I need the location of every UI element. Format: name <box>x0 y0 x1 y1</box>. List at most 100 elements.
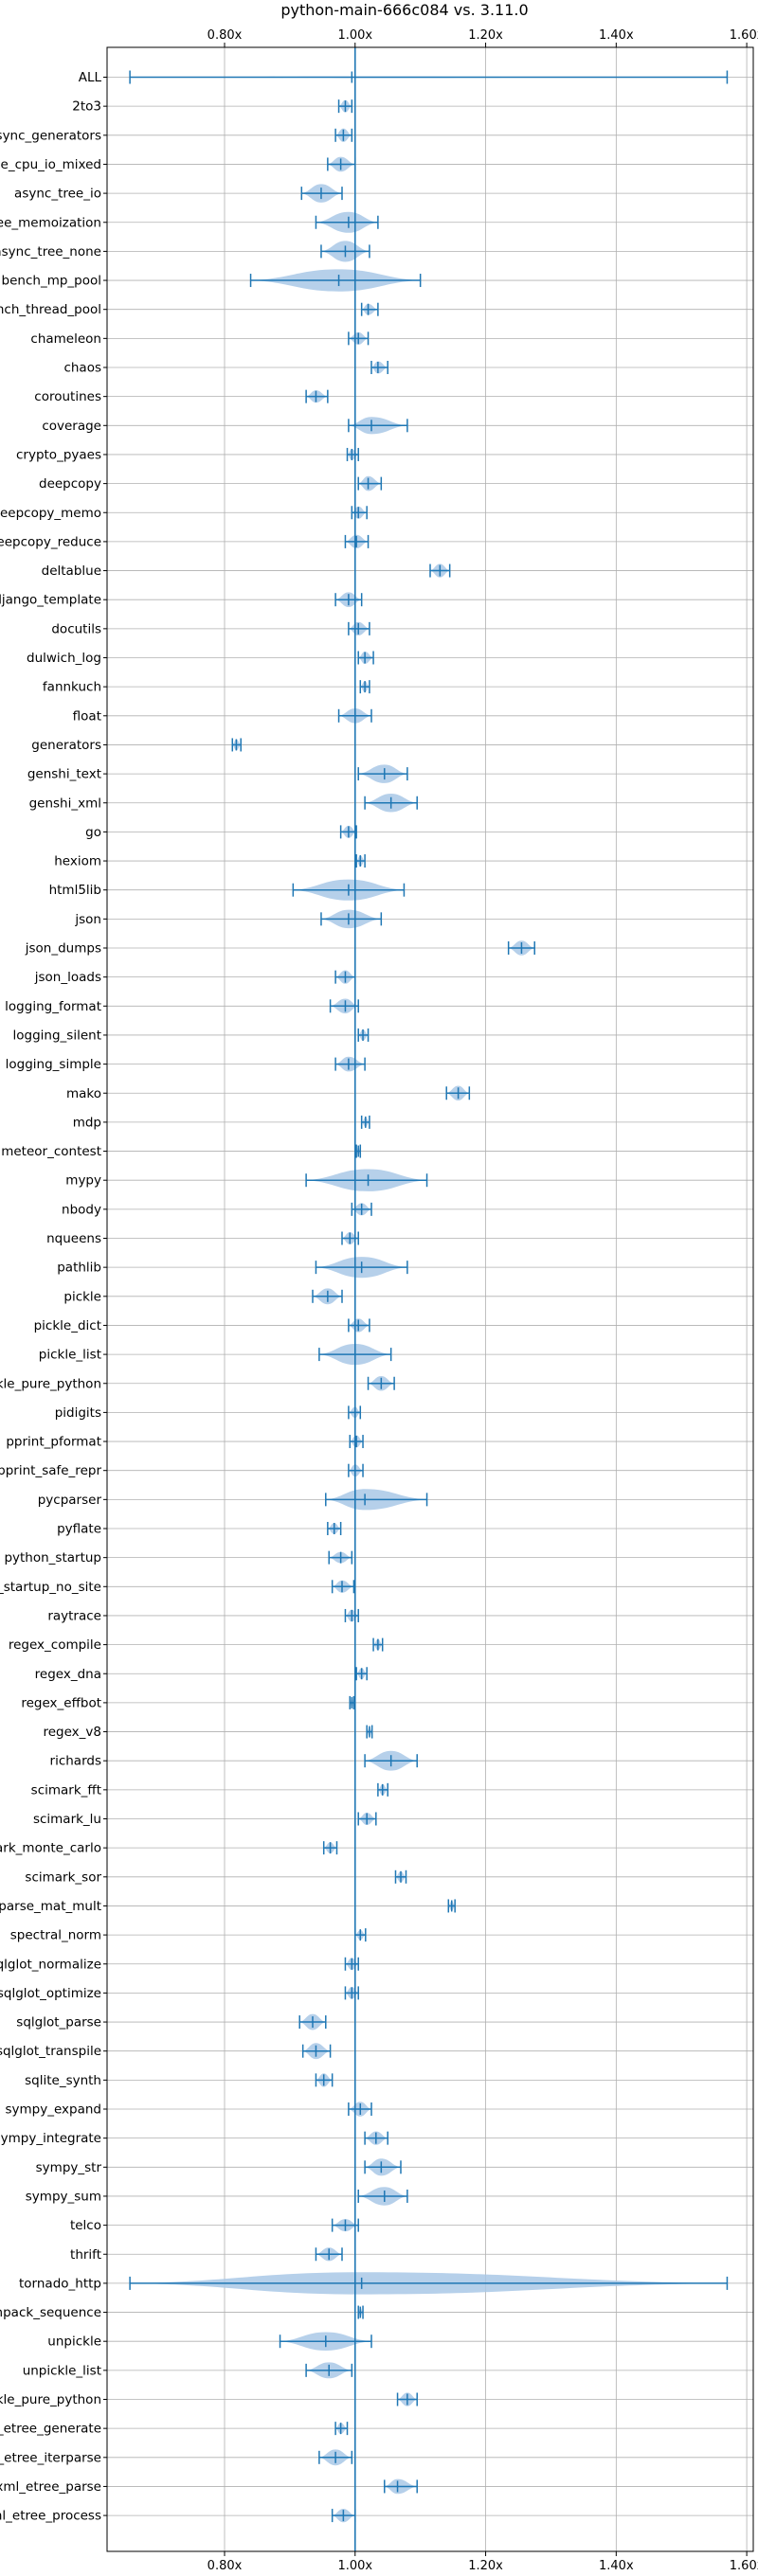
category-label-deepcopy: deepcopy <box>39 476 101 492</box>
violin-regex_dna <box>355 1667 368 1681</box>
violin-dulwich_log <box>357 651 374 665</box>
violin-sqlite_synth <box>315 2073 334 2087</box>
category-label-layer: ALL 2to3 async_generators async_tree_cpu_io… <box>0 70 101 2524</box>
category-label-chameleon: chameleon <box>30 331 101 347</box>
violin-unpack_sequence <box>357 2305 364 2319</box>
top-tick-label-1: 1.00x <box>337 28 372 43</box>
category-label-logging_silent: logging_silent <box>13 1028 101 1043</box>
category-label-float: float <box>73 708 101 724</box>
violin-ALL <box>129 70 729 84</box>
violin-scimark_fft <box>377 1782 388 1797</box>
category-label-json: json <box>74 912 101 927</box>
violin-regex_compile <box>372 1637 384 1652</box>
category-label-mako: mako <box>66 1086 101 1101</box>
violin-regex_effbot <box>349 1695 355 1709</box>
violin-deepcopy <box>357 475 383 492</box>
violin-richards <box>364 1750 418 1771</box>
category-label-mypy: mypy <box>65 1173 101 1189</box>
violin-xml_etree_parse <box>384 2478 418 2495</box>
category-label-pprint_pformat: pprint_pformat <box>6 1435 101 1450</box>
violin-xml_etree_process <box>331 2508 356 2523</box>
violin-pprint_pformat <box>349 1435 364 1449</box>
violin-spectral_norm <box>354 1928 367 1942</box>
violin-coverage <box>348 417 408 435</box>
category-label-richards: richards <box>50 1754 101 1769</box>
category-label-2to3: 2to3 <box>72 99 101 115</box>
violin-pickle_pure_python <box>367 1375 395 1391</box>
category-label-logging_simple: logging_simple <box>6 1057 101 1072</box>
category-label-fannkuch: fannkuch <box>43 680 101 695</box>
violin-logging_silent <box>357 1028 370 1042</box>
category-label-scimark_lu: scimark_lu <box>33 1812 101 1827</box>
violin-unpickle_pure_python <box>396 2392 418 2406</box>
violin-mypy <box>305 1169 428 1191</box>
violin-deepcopy_reduce <box>344 534 370 549</box>
violin-logging_simple <box>334 1056 366 1072</box>
violin-regex_v8 <box>366 1725 373 1739</box>
category-label-scimark_monte_carlo: scimark_monte_carlo <box>0 1841 101 1856</box>
category-label-django_template: django_template <box>0 593 101 608</box>
violin-xml_etree_generate <box>334 2422 349 2436</box>
violin-mako <box>445 1085 471 1101</box>
category-label-xml_etree_process: xml_etree_process <box>0 2509 101 2524</box>
category-label-hexiom: hexiom <box>54 854 101 869</box>
category-label-raytrace: raytrace <box>47 1608 101 1623</box>
axis-layer: 0.80x 0.80x 1.00x 1.00x 1.20x 1.20x 1.40x 1.40x… <box>103 28 758 2573</box>
category-label-meteor_contest: meteor_contest <box>1 1144 101 1159</box>
violin-raytrace <box>344 1608 359 1622</box>
category-label-pathlib: pathlib <box>57 1261 101 1276</box>
category-label-xml_etree_generate: xml_etree_generate <box>0 2422 101 2437</box>
category-label-pyflate: pyflate <box>57 1522 101 1537</box>
violin-sqlglot_transpile <box>301 2043 332 2060</box>
violin-sympy_expand <box>348 2102 372 2117</box>
violin-sympy_integrate <box>364 2131 388 2145</box>
category-label-async_generators: async_generators <box>0 128 101 143</box>
category-label-regex_compile: regex_compile <box>9 1637 101 1653</box>
violin-html5lib <box>292 879 406 901</box>
category-label-telco: telco <box>70 2218 101 2233</box>
category-label-pycparser: pycparser <box>38 1493 102 1508</box>
violin-scimark_monte_carlo <box>322 1841 338 1855</box>
violin-generators <box>231 738 242 752</box>
category-label-sympy_expand: sympy_expand <box>5 2102 101 2118</box>
violin-sympy_str <box>364 2158 402 2176</box>
category-label-docutils: docutils <box>51 621 101 636</box>
violin-scimark_sor <box>394 1869 407 1884</box>
category-label-unpickle_list: unpickle_list <box>23 2363 101 2378</box>
violin-async_tree_cpu_io_mixed <box>327 156 356 172</box>
category-label-sqlglot_parse: sqlglot_parse <box>16 2015 101 2030</box>
category-label-xml_etree_parse: xml_etree_parse <box>0 2479 101 2495</box>
category-label-generators: generators <box>31 738 101 753</box>
top-tick-label-4: 1.60x <box>730 28 758 43</box>
violin-nqueens <box>341 1231 359 1245</box>
category-label-mdp: mdp <box>73 1115 101 1130</box>
category-label-nqueens: nqueens <box>46 1231 101 1246</box>
category-label-genshi_text: genshi_text <box>27 767 101 782</box>
violin-pathlib <box>315 1257 408 1279</box>
category-label-async_tree_io: async_tree_io <box>14 187 101 202</box>
violin-deltablue <box>429 564 451 578</box>
violin-telco <box>331 2218 359 2232</box>
category-label-dulwich_log: dulwich_log <box>27 651 101 666</box>
violin-chameleon <box>348 331 370 346</box>
category-label-json_loads: json_loads <box>34 970 101 985</box>
violin-async_tree_none <box>320 241 370 262</box>
category-label-deepcopy_memo: deepcopy_memo <box>0 506 101 521</box>
violin-logging_format <box>329 998 359 1014</box>
bottom-tick-label-3: 1.40x <box>599 2559 634 2573</box>
category-label-bench_mp_pool: bench_mp_pool <box>2 274 101 289</box>
plot-frame <box>106 46 754 2552</box>
violin-thrift <box>315 2247 343 2262</box>
violin-mdp <box>360 1115 370 1129</box>
violin-json_loads <box>334 970 356 984</box>
violin-sympy_sum <box>357 2187 408 2206</box>
violin-pickle_dict <box>348 1318 370 1333</box>
category-label-crypto_pyaes: crypto_pyaes <box>16 447 101 462</box>
category-label-python_startup: python_startup <box>4 1550 101 1565</box>
category-label-python_startup_no_site: python_startup_no_site <box>0 1580 101 1595</box>
bottom-tick-label-0: 0.80x <box>208 2559 243 2573</box>
category-label-xml_etree_iterparse: xml_etree_iterparse <box>0 2450 101 2465</box>
category-label-coverage: coverage <box>42 419 101 434</box>
violin-bench_mp_pool <box>249 269 422 292</box>
violin-scimark_lu <box>357 1812 377 1826</box>
